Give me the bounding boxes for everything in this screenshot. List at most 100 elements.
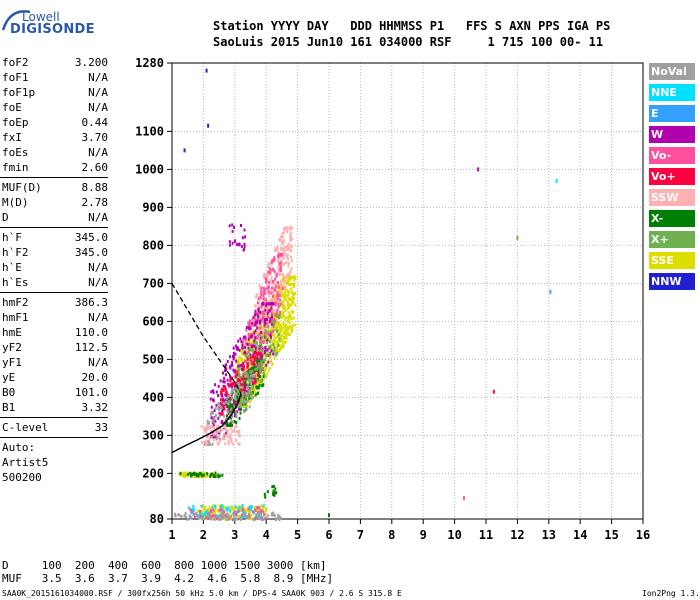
- echo-point: [260, 340, 263, 343]
- echo-point: [229, 379, 232, 383]
- echo-point: [245, 359, 247, 363]
- echo-point: [238, 389, 241, 393]
- echo-point: [224, 398, 227, 402]
- echo-point: [240, 224, 242, 227]
- echo-point: [262, 383, 265, 387]
- echo-point: [243, 511, 246, 515]
- echo-point: [259, 371, 262, 375]
- echo-point: [184, 475, 187, 478]
- echo-point: [217, 424, 220, 428]
- echo-point: [240, 388, 243, 392]
- echo-point: [266, 514, 269, 518]
- echo-point: [263, 332, 266, 335]
- echo-point: [236, 395, 238, 399]
- echo-point: [261, 353, 264, 357]
- echo-point: [276, 345, 279, 349]
- echo-point: [177, 513, 180, 516]
- echo-point: [251, 369, 254, 373]
- parameter-label: foF1p: [2, 86, 36, 99]
- echo-point: [252, 315, 255, 319]
- echo-point: [290, 226, 292, 230]
- echo-point: [279, 298, 282, 302]
- echo-point: [259, 324, 261, 328]
- echo-point: [253, 387, 256, 391]
- echo-point: [211, 516, 214, 520]
- echo-point: [242, 369, 245, 372]
- echo-point: [247, 377, 250, 381]
- echo-point: [250, 334, 253, 338]
- echo-point: [266, 341, 268, 345]
- echo-point: [193, 515, 196, 519]
- echo-point: [237, 364, 240, 368]
- echo-point: [225, 363, 228, 367]
- echo-point: [228, 399, 231, 403]
- echo-point: [263, 288, 266, 292]
- echo-point: [242, 385, 245, 389]
- echo-point: [284, 340, 287, 344]
- echo-point: [274, 249, 276, 253]
- echo-point: [207, 515, 210, 519]
- echo-point: [261, 345, 263, 349]
- echo-point: [240, 399, 243, 403]
- echo-point: [291, 299, 294, 303]
- echo-point: [244, 402, 247, 406]
- echo-point: [202, 507, 205, 511]
- echo-point: [237, 339, 240, 343]
- echo-point: [277, 341, 279, 345]
- echo-point: [244, 399, 247, 403]
- echo-point: [272, 267, 275, 271]
- echo-point: [260, 357, 263, 361]
- echo-point: [234, 402, 237, 406]
- echo-point: [215, 437, 218, 441]
- echo-point: [251, 330, 254, 333]
- echo-point: [229, 403, 232, 407]
- y-tick-label: 200: [142, 466, 164, 480]
- parameter-row: h`Es N/A: [2, 276, 108, 290]
- echo-point: [271, 362, 274, 366]
- echo-point: [281, 232, 284, 236]
- echo-point: [244, 512, 247, 516]
- echo-point: [226, 422, 229, 426]
- parameter-row: M(D) 2.78: [2, 196, 108, 210]
- legend-item: Vo+: [649, 168, 695, 185]
- echo-point: [261, 310, 264, 314]
- parameter-label: yF1: [2, 356, 22, 369]
- echo-point: [186, 518, 189, 521]
- echo-point: [257, 308, 260, 312]
- echo-point: [196, 514, 199, 518]
- echo-point: [270, 331, 273, 335]
- echo-point: [242, 388, 245, 392]
- echo-point: [274, 296, 277, 300]
- echo-point: [258, 336, 261, 340]
- echo-point: [200, 511, 203, 515]
- echo-point: [189, 471, 192, 475]
- echo-point: [283, 340, 286, 344]
- electron-density-profile: [171, 283, 242, 394]
- echo-point: [287, 264, 290, 268]
- echo-point: [293, 275, 296, 279]
- echo-point: [238, 243, 241, 247]
- echo-point: [284, 279, 286, 283]
- echo-point: [274, 284, 277, 288]
- echo-point: [199, 471, 202, 475]
- y-tick-label: 1100: [135, 124, 164, 138]
- echo-point: [250, 382, 253, 385]
- echo-point: [213, 514, 216, 518]
- echo-point: [269, 318, 272, 322]
- echo-point: [272, 511, 275, 515]
- echo-point: [283, 226, 286, 230]
- echo-point: [249, 356, 252, 360]
- echo-point: [265, 372, 268, 376]
- echo-point: [187, 506, 190, 510]
- echo-point: [281, 345, 284, 349]
- echo-point: [267, 369, 270, 373]
- echo-point: [249, 319, 251, 323]
- echo-point: [248, 375, 251, 379]
- echo-point: [252, 323, 255, 327]
- echo-point: [254, 383, 257, 387]
- echo-point: [257, 368, 260, 372]
- echo-point: [263, 322, 266, 326]
- parameter-row: fxI 3.70: [2, 131, 108, 145]
- echo-point: [217, 416, 220, 420]
- echo-point: [179, 471, 182, 475]
